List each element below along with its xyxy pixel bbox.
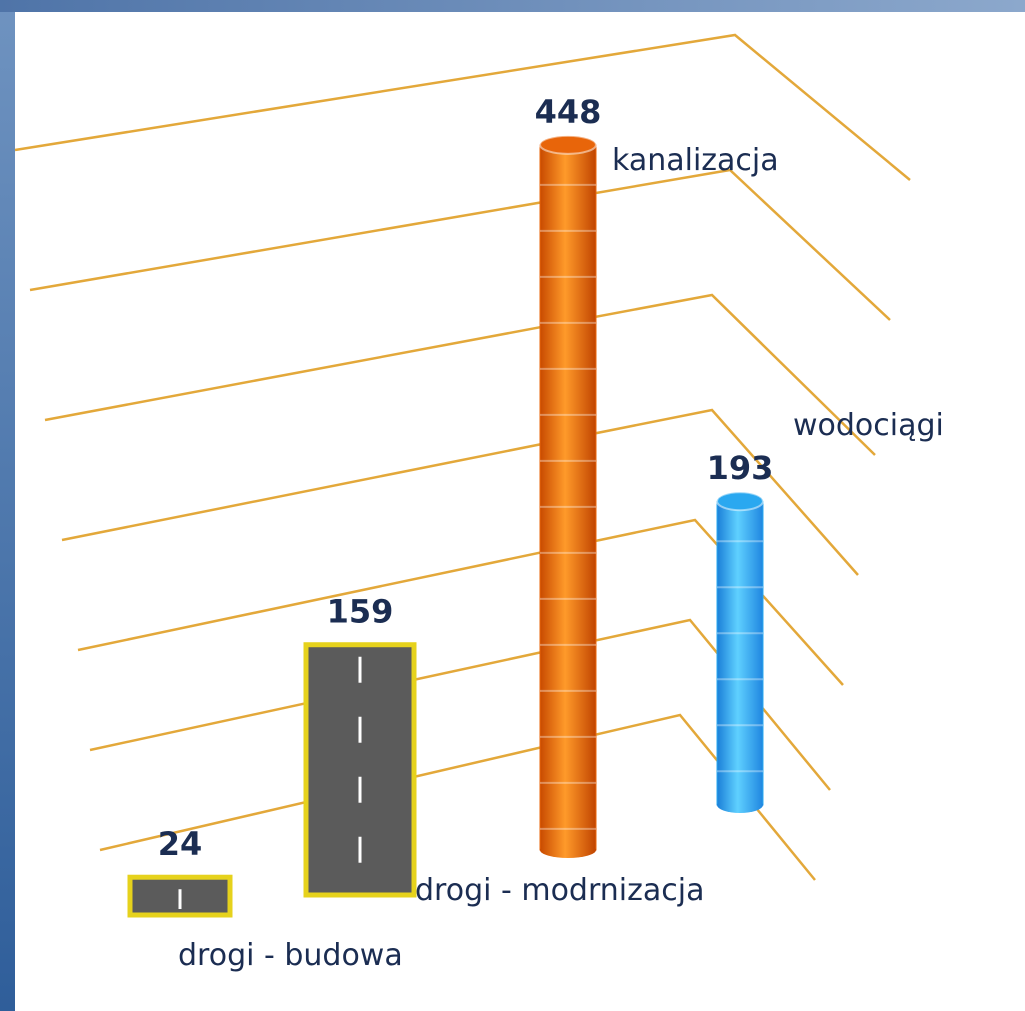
tube-top [716,491,764,512]
floor-line [61,408,859,576]
floor-line [29,168,891,321]
value-label: 24 [158,825,203,863]
value-label: 193 [707,449,774,487]
top-border [0,0,1025,12]
tube-bottom [717,797,763,813]
floor-line [77,518,844,686]
floor-line [99,713,816,881]
category-label: wodociągi [793,408,944,443]
category-label: drogi - modrnizacja [415,873,704,908]
floor-line [14,33,911,181]
floor-line [89,618,831,791]
bar [716,500,764,806]
grid [14,33,911,881]
tube-top [539,134,597,155]
category-label: kanalizacja [612,143,779,178]
side-border [0,0,15,1011]
value-label: 159 [327,593,394,631]
bar [539,144,597,851]
floor-line [44,293,876,456]
value-label: 448 [535,93,602,131]
marks: 24 drogi - budowa 159 drogi - modrnizacja 44… [127,93,944,973]
tube-bottom [540,842,596,858]
category-label: drogi - budowa [178,938,403,973]
